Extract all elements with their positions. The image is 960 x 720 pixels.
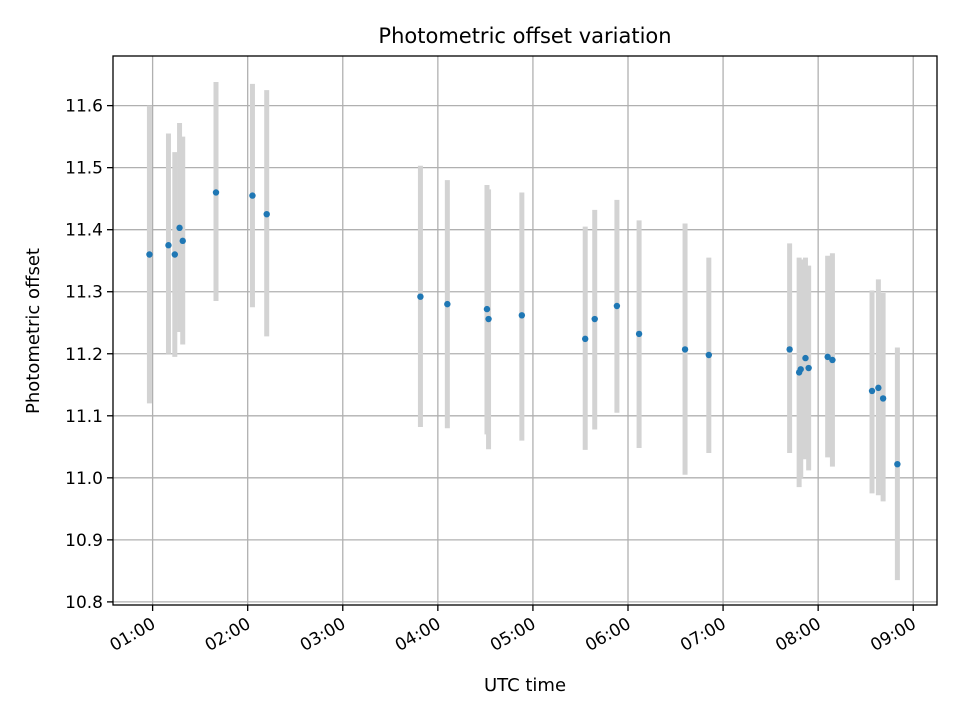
y-tick-label: 11.0	[65, 469, 103, 489]
y-tick-layer: 10.8 10.9 11.0 11.1 11.2 11.3 11.4 11.5 11.6	[65, 97, 113, 613]
data-point	[805, 364, 812, 372]
data-point	[613, 302, 621, 310]
data-point	[165, 242, 172, 249]
data-point	[894, 460, 901, 468]
data-point	[875, 384, 882, 392]
data-point	[868, 387, 876, 395]
data-point	[444, 300, 451, 308]
data-point	[485, 315, 492, 323]
data-point	[829, 356, 836, 364]
data-point	[417, 293, 424, 300]
data-point	[263, 210, 270, 218]
data-point	[483, 305, 491, 313]
data-point	[146, 251, 153, 258]
y-tick-label: 11.6	[65, 97, 103, 117]
data-point	[879, 395, 887, 402]
data-point	[171, 251, 178, 258]
plot-frame	[112, 55, 938, 606]
y-tick-label: 11.3	[65, 283, 103, 303]
chart-title: Photometric offset variation	[378, 24, 671, 48]
data-point	[705, 351, 713, 359]
point-layer	[146, 189, 901, 468]
y-tick-label: 10.8	[65, 593, 103, 613]
data-point	[582, 335, 589, 343]
data-point	[179, 237, 186, 245]
y-tick-label: 11.5	[65, 159, 103, 179]
data-point	[635, 330, 643, 338]
y-tick-label: 11.1	[65, 407, 103, 427]
data-point	[212, 189, 220, 196]
data-point	[591, 315, 598, 323]
data-point	[518, 312, 526, 319]
data-point	[681, 346, 689, 353]
y-axis-label: Photometric offset	[23, 248, 44, 414]
y-tick-label: 11.4	[65, 221, 103, 241]
data-point	[249, 192, 256, 199]
data-point	[802, 354, 809, 362]
data-point	[824, 353, 831, 361]
x-axis-label: UTC time	[484, 675, 566, 696]
data-point	[786, 346, 793, 353]
data-point	[797, 366, 804, 373]
y-tick-label: 11.2	[65, 345, 103, 365]
y-tick-label: 10.9	[65, 531, 103, 551]
data-point	[176, 224, 183, 232]
